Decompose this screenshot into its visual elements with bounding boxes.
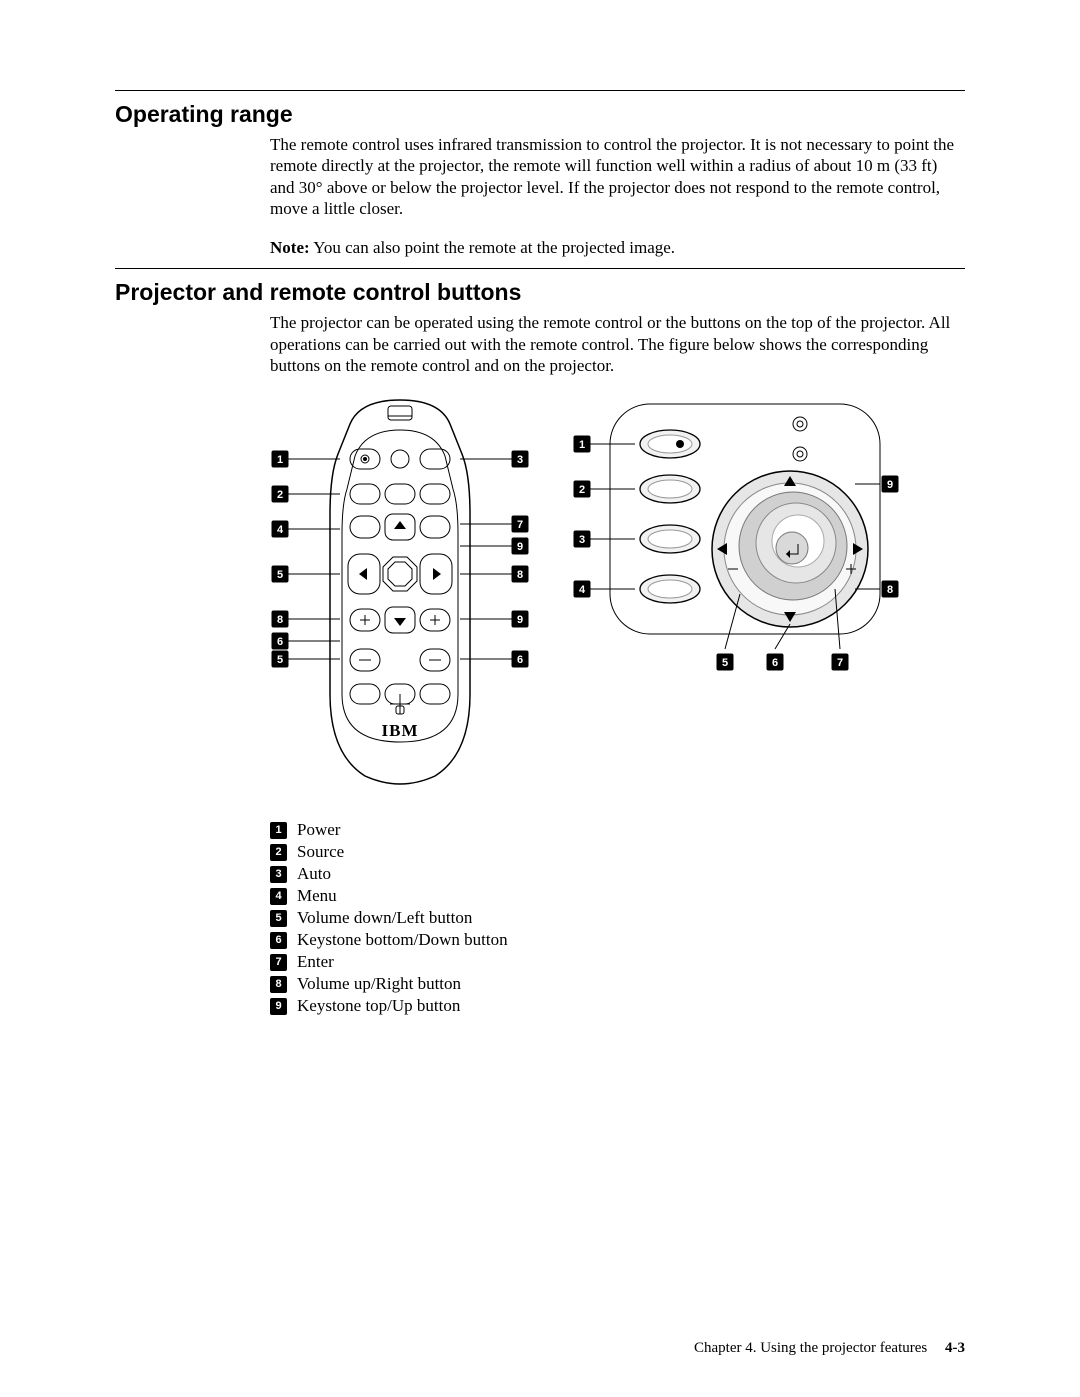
svg-text:5: 5: [722, 657, 728, 669]
svg-text:7: 7: [837, 657, 843, 669]
legend-label: Enter: [297, 952, 334, 972]
legend-row: 2 Source: [270, 842, 965, 862]
svg-text:9: 9: [887, 479, 893, 491]
legend-row: 3 Auto: [270, 864, 965, 884]
legend-row: 1 Power: [270, 820, 965, 840]
svg-text:4: 4: [579, 584, 586, 596]
rule-top: [115, 90, 965, 91]
legend-label: Volume down/Left button: [297, 908, 472, 928]
svg-text:2: 2: [277, 489, 283, 501]
svg-text:9: 9: [517, 541, 523, 553]
svg-text:3: 3: [517, 454, 523, 466]
heading-operating-range: Operating range: [115, 101, 965, 128]
svg-text:6: 6: [517, 654, 523, 666]
figure-row: IBM 1 2 4 5 8 6 5 3 7 9 8 9 6: [270, 394, 965, 794]
svg-text:2: 2: [579, 484, 585, 496]
svg-text:8: 8: [277, 614, 283, 626]
legend-badge: 1: [270, 822, 287, 839]
legend-row: 7 Enter: [270, 952, 965, 972]
legend-label: Volume up/Right button: [297, 974, 461, 994]
legend-badge: 4: [270, 888, 287, 905]
svg-text:4: 4: [277, 524, 284, 536]
legend-label: Power: [297, 820, 340, 840]
svg-text:6: 6: [772, 657, 778, 669]
svg-text:6: 6: [277, 636, 283, 648]
heading-buttons: Projector and remote control buttons: [115, 279, 965, 306]
svg-text:7: 7: [517, 519, 523, 531]
para-buttons: The projector can be operated using the …: [270, 312, 965, 376]
legend-badge: 7: [270, 954, 287, 971]
svg-text:1: 1: [277, 454, 283, 466]
legend-badge: 5: [270, 910, 287, 927]
figure-panel: 1 2 3 4 9 8 5 6 7: [570, 394, 900, 684]
legend-badge: 6: [270, 932, 287, 949]
legend: 1 Power 2 Source 3 Auto 4 Menu 5 Volume down/Left…: [270, 820, 965, 1016]
svg-text:5: 5: [277, 654, 283, 666]
brand-logo: IBM: [382, 721, 419, 740]
figure-remote: IBM 1 2 4 5 8 6 5 3 7 9 8 9 6: [270, 394, 530, 794]
note-label: Note:: [270, 238, 310, 257]
legend-label: Keystone top/Up button: [297, 996, 460, 1016]
legend-label: Keystone bottom/Down button: [297, 930, 508, 950]
legend-label: Auto: [297, 864, 331, 884]
footer: Chapter 4. Using the projector features …: [694, 1340, 965, 1357]
footer-page: 4-3: [945, 1340, 965, 1356]
svg-text:9: 9: [517, 614, 523, 626]
svg-text:8: 8: [887, 584, 893, 596]
para-operating-range: The remote control uses infrared transmi…: [270, 134, 965, 219]
legend-badge: 2: [270, 844, 287, 861]
legend-row: 4 Menu: [270, 886, 965, 906]
legend-row: 9 Keystone top/Up button: [270, 996, 965, 1016]
svg-text:8: 8: [517, 569, 523, 581]
legend-row: 8 Volume up/Right button: [270, 974, 965, 994]
legend-badge: 3: [270, 866, 287, 883]
note-operating-range: Note: You can also point the remote at t…: [270, 237, 965, 258]
legend-label: Menu: [297, 886, 337, 906]
legend-row: 6 Keystone bottom/Down button: [270, 930, 965, 950]
legend-badge: 9: [270, 998, 287, 1015]
svg-text:3: 3: [579, 534, 585, 546]
legend-label: Source: [297, 842, 344, 862]
note-text: You can also point the remote at the pro…: [310, 238, 675, 257]
legend-row: 5 Volume down/Left button: [270, 908, 965, 928]
rule-mid: [115, 268, 965, 269]
svg-text:5: 5: [277, 569, 283, 581]
legend-badge: 8: [270, 976, 287, 993]
svg-text:1: 1: [579, 439, 585, 451]
footer-chapter: Chapter 4. Using the projector features: [694, 1340, 927, 1356]
